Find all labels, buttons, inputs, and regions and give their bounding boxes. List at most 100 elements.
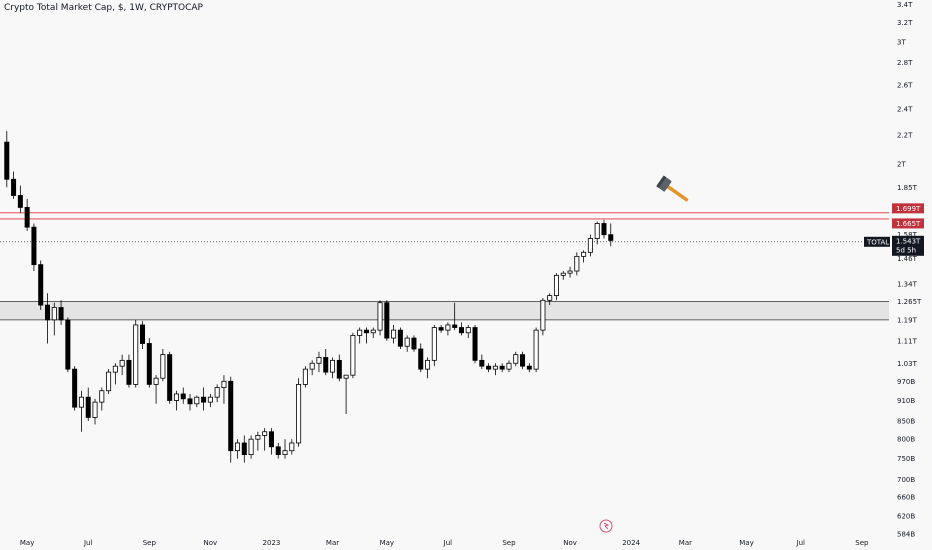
candle-body-up (587, 238, 593, 253)
support-zone (0, 301, 889, 321)
candle (255, 431, 261, 451)
candle-body-up (51, 307, 57, 321)
candle-body-up (207, 396, 213, 403)
candle (411, 335, 417, 352)
candle (99, 387, 105, 411)
y-tick-label: 1.03T (897, 360, 918, 368)
candle (140, 321, 146, 350)
y-tick-label: 584B (897, 530, 915, 538)
candle-body-down (58, 307, 64, 321)
candle-body-down (472, 327, 478, 361)
x-tick-label: Sep (855, 539, 869, 547)
candle (17, 185, 23, 213)
candle-body-up (255, 435, 261, 440)
candle-body-up (173, 393, 179, 401)
candle-body-down (11, 178, 17, 196)
candle-body-up (99, 390, 105, 403)
candle-body-down (241, 442, 247, 456)
annotation-layer[interactable] (656, 175, 691, 206)
candle (363, 327, 369, 344)
candle (343, 374, 349, 414)
candle-body-down (363, 329, 369, 334)
candle (173, 390, 179, 411)
resistance-price-tag: 1.699T (892, 203, 924, 214)
candle (336, 354, 342, 382)
candle (153, 375, 159, 404)
candle-body-up (431, 327, 437, 361)
candle-body-up (282, 450, 288, 456)
tradingview-logo-icon[interactable] (599, 519, 613, 533)
candle-body-down (520, 354, 526, 367)
x-axis[interactable]: May Jul Sep Nov 2023 Mar May Jul Sep Nov 2024 Mar Ma… (20, 539, 869, 547)
candle-body-up (445, 324, 451, 331)
candle-body-down (140, 324, 146, 344)
candle (513, 351, 519, 367)
candle-body-up (404, 337, 410, 347)
y-tick-label: 1.34T (897, 281, 918, 289)
y-tick-label: 3.2T (897, 19, 913, 27)
x-tick-label: Mar (679, 539, 692, 547)
y-tick-label: 2.2T (897, 132, 913, 140)
candle-body-down (31, 226, 37, 266)
candle (309, 360, 315, 376)
y-tick-label: 660B (897, 493, 915, 501)
y-tick-label: 850B (897, 417, 915, 425)
candle-body-up (465, 327, 471, 334)
candle-body-up (235, 442, 241, 452)
candle-body-up (547, 295, 553, 301)
candle-body-up (92, 401, 98, 418)
candle (350, 332, 356, 379)
x-tick-label: 2024 (622, 539, 640, 547)
chart-title: Crypto Total Market Cap, $, 1W, CRYPTOCA… (4, 3, 203, 13)
candle-body-down (24, 207, 30, 228)
candle (547, 293, 553, 306)
candle (133, 319, 139, 388)
candle (235, 439, 241, 459)
candle-body-up (425, 359, 431, 370)
candle (520, 351, 526, 370)
candle-body-down (411, 337, 417, 350)
x-tick-label: Nov (563, 539, 577, 547)
candle (160, 349, 166, 382)
candle-body-up (302, 368, 308, 385)
candle (499, 363, 505, 373)
candle (167, 351, 173, 404)
candle-body-down (384, 302, 390, 339)
support-zone-fill (0, 301, 889, 320)
candle-body-up (560, 272, 566, 276)
candle-body-up (357, 329, 363, 336)
candle (574, 252, 580, 276)
candle (391, 324, 397, 344)
candle-body-down (486, 365, 492, 370)
x-tick-label: Jul (443, 539, 453, 547)
candle-body-up (533, 329, 539, 370)
candle (533, 327, 539, 373)
candle-body-down (228, 380, 234, 452)
x-tick-label: Nov (204, 539, 218, 547)
y-tick-label: 750B (897, 455, 915, 463)
resistance-price-tag: 1.665T (892, 218, 924, 229)
x-tick-label: May (739, 539, 753, 547)
candle-body-down (438, 327, 444, 331)
candle-body-down (17, 195, 23, 208)
y-tick-label: 1.85T (897, 184, 918, 192)
y-tick-label: 1.11T (897, 337, 918, 345)
candle-body-down (72, 368, 78, 408)
y-tick-label: 3T (897, 38, 906, 46)
y-tick-label: 1.265T (897, 298, 922, 306)
candle-body-up (370, 329, 376, 334)
candle-body-up (581, 251, 587, 257)
candle (431, 324, 437, 367)
hammer-icon[interactable] (656, 175, 691, 206)
candle (268, 428, 274, 455)
candle (31, 223, 37, 272)
candle-body-down (275, 446, 281, 456)
candle-body-down (201, 396, 207, 403)
candle-body-down (180, 393, 186, 400)
candle (85, 387, 91, 421)
candle (51, 302, 57, 336)
candle-body-down (608, 234, 614, 241)
y-axis[interactable]: 3.4T3.2T3T2.8T2.6T2.4T2.2T2T1.85T1.58T1.… (897, 1, 922, 538)
candle (438, 324, 444, 333)
